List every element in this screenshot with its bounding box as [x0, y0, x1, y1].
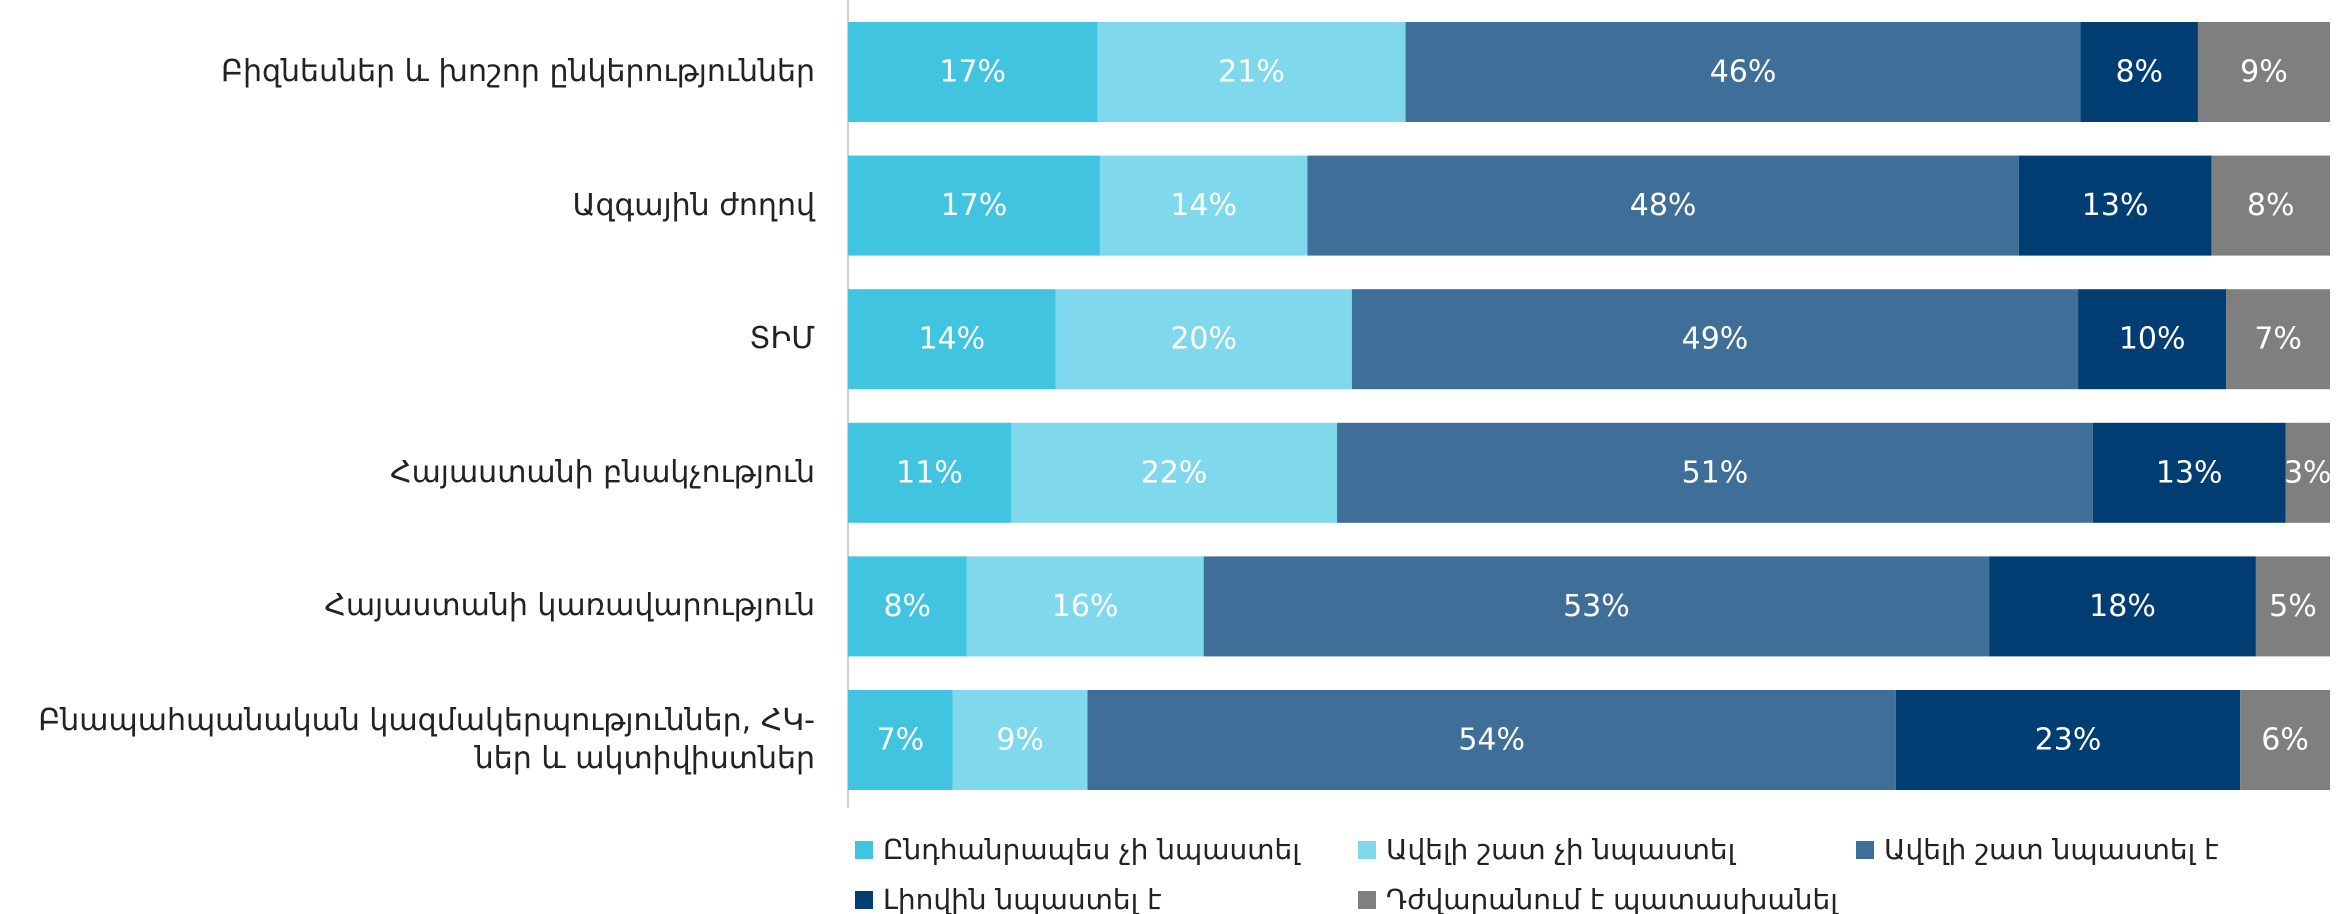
- legend-swatch: [855, 841, 873, 859]
- bar-segment: [952, 690, 1088, 790]
- bar-segment: [1351, 289, 2079, 390]
- bar-segment: [848, 556, 967, 657]
- value-label: 48%: [1630, 188, 1697, 223]
- category-label: ՏԻՄ: [749, 321, 815, 357]
- value-label: 14%: [918, 322, 985, 357]
- legend-swatch: [1358, 891, 1376, 909]
- value-label: 51%: [1682, 455, 1749, 490]
- bar-segment: [2240, 690, 2330, 790]
- bar-segment: [1099, 155, 1308, 256]
- legend-swatch: [1856, 841, 1874, 859]
- bar-segment: [2226, 289, 2330, 390]
- bar-segment: [2080, 22, 2198, 122]
- bar-segment: [2285, 422, 2330, 523]
- value-label: 11%: [896, 455, 963, 490]
- bar-segment: [1087, 690, 1896, 790]
- bar-segment: [2078, 289, 2227, 390]
- bar-segment: [848, 22, 1098, 122]
- value-label: 8%: [2247, 188, 2295, 223]
- bar-segment: [1405, 22, 2081, 122]
- value-label: 17%: [941, 188, 1008, 223]
- bar-segment: [848, 289, 1056, 390]
- bar-segment: [2211, 155, 2330, 256]
- value-label: 21%: [1218, 55, 1285, 90]
- bar-segment: [1203, 556, 1990, 657]
- category-label: Հայաստանի բնակչություն: [390, 454, 815, 490]
- bar-segment: [2018, 155, 2212, 256]
- bar-segment: [2092, 422, 2286, 523]
- value-label: 6%: [2261, 723, 2309, 758]
- legend-label: Դժվարանում է պատասխանել: [1386, 883, 1839, 914]
- legend-label: Ընդհանրապես չի նպաստել: [883, 833, 1301, 866]
- bar-segment: [848, 422, 1012, 523]
- bar-segment: [1011, 422, 1338, 523]
- category-label: Բնապահպանական կազմակերպություններ, ՀԿ-նե…: [38, 703, 815, 776]
- category-label: Ազգային ժողով: [572, 187, 816, 223]
- value-label: 13%: [2156, 455, 2223, 490]
- value-label: 8%: [883, 589, 931, 624]
- value-label: 54%: [1458, 723, 1525, 758]
- value-label: 17%: [939, 55, 1006, 90]
- bar-segment: [1307, 155, 2019, 256]
- legend-swatch: [855, 891, 873, 909]
- bar-segment: [1895, 690, 2241, 790]
- legend-label: Ավելի շատ նպաստել է: [1884, 833, 2219, 866]
- value-label: 49%: [1682, 322, 1749, 357]
- bar-segment: [1055, 289, 1352, 390]
- value-label: 10%: [2119, 322, 2186, 357]
- value-label: 7%: [877, 723, 925, 758]
- bar-segment: [2255, 556, 2330, 657]
- bar-segment: [848, 155, 1100, 256]
- value-label: 8%: [2115, 55, 2163, 90]
- bar-segment: [1337, 422, 2093, 523]
- value-label: 5%: [2269, 589, 2317, 624]
- legend-label: Ավելի շատ չի նպաստել: [1386, 833, 1737, 866]
- value-label: 14%: [1170, 188, 1237, 223]
- bar-segment: [966, 556, 1204, 657]
- value-label: 7%: [2254, 322, 2302, 357]
- value-label: 18%: [2089, 589, 2156, 624]
- legend-label: Լիովին նպաստել է: [883, 883, 1162, 914]
- value-label: 23%: [2035, 723, 2102, 758]
- value-label: 22%: [1141, 455, 1208, 490]
- bar-segment: [848, 690, 953, 790]
- value-label: 53%: [1563, 589, 1630, 624]
- value-label: 20%: [1170, 322, 1237, 357]
- category-label: Բիզնեսներ և խոշոր ընկերություններ: [221, 54, 815, 89]
- legend-swatch: [1358, 841, 1376, 859]
- value-label: 46%: [1710, 55, 1777, 90]
- value-label: 16%: [1052, 589, 1119, 624]
- value-label: 13%: [2082, 188, 2149, 223]
- bar-segment: [2197, 22, 2330, 122]
- category-label: Հայաստանի կառավարություն: [324, 588, 815, 624]
- value-label: 3%: [2284, 455, 2332, 490]
- bar-segment: [1097, 22, 1406, 122]
- value-label: 9%: [2240, 55, 2288, 90]
- value-label: 9%: [996, 723, 1044, 758]
- bar-segment: [1989, 556, 2256, 657]
